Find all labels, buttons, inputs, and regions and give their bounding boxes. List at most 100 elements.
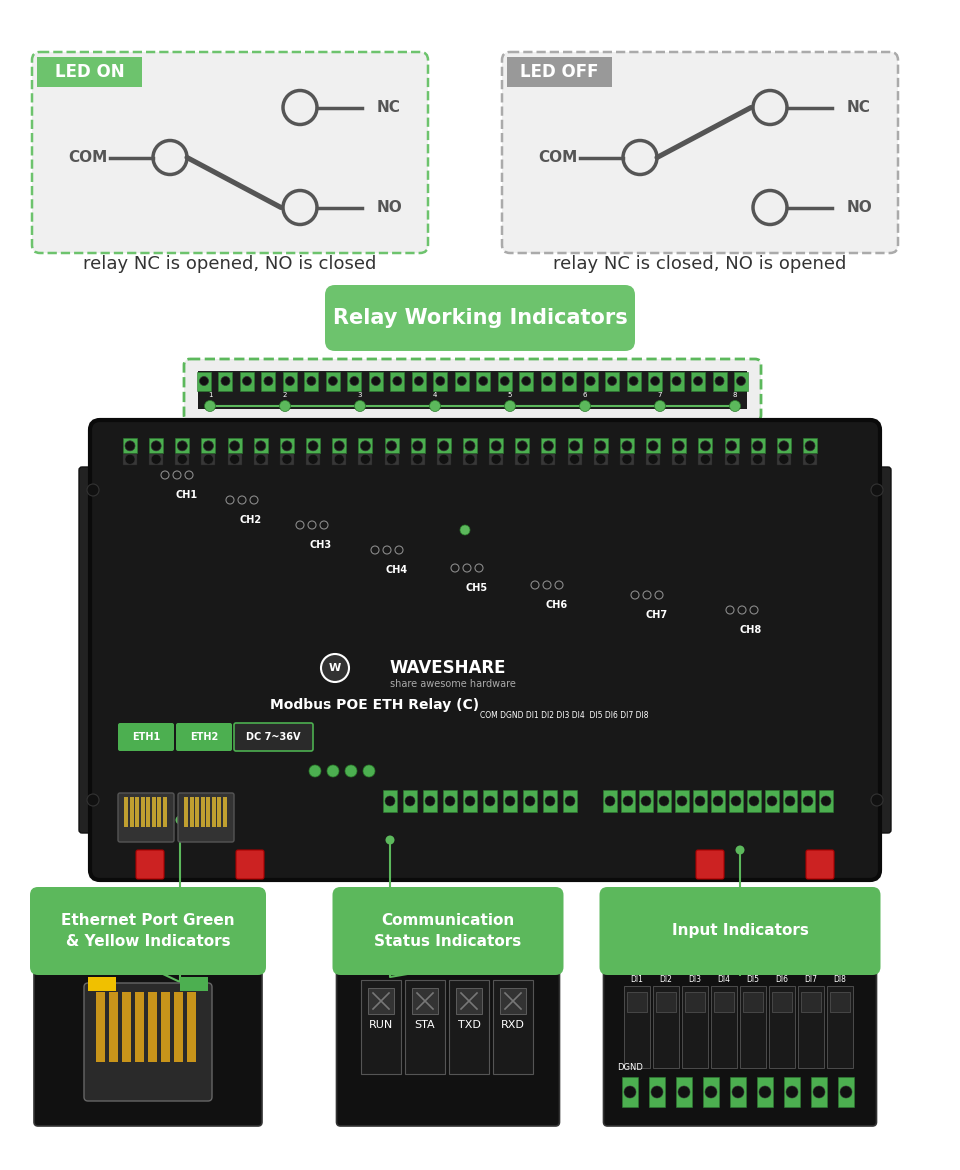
FancyBboxPatch shape <box>493 980 533 1074</box>
Circle shape <box>786 1086 798 1097</box>
Bar <box>411 454 424 464</box>
Circle shape <box>624 1086 636 1097</box>
FancyBboxPatch shape <box>769 986 795 1068</box>
Bar <box>621 790 635 812</box>
Circle shape <box>678 1086 690 1097</box>
Bar <box>567 438 582 454</box>
Circle shape <box>543 441 554 450</box>
Bar <box>747 790 761 812</box>
Bar <box>122 992 131 1062</box>
FancyBboxPatch shape <box>84 983 212 1101</box>
Circle shape <box>545 796 555 806</box>
Bar <box>594 454 608 464</box>
Text: 5: 5 <box>508 392 513 399</box>
Circle shape <box>439 454 449 464</box>
Circle shape <box>492 454 501 464</box>
Bar <box>657 790 671 812</box>
Circle shape <box>327 765 339 777</box>
Bar <box>541 454 556 464</box>
Bar <box>206 797 210 827</box>
Bar <box>639 790 653 812</box>
FancyBboxPatch shape <box>801 992 821 1012</box>
Text: 1: 1 <box>207 392 212 399</box>
Bar <box>819 790 833 812</box>
FancyBboxPatch shape <box>361 980 401 1074</box>
Bar <box>162 797 166 827</box>
Bar <box>483 790 497 812</box>
Text: W: W <box>329 663 341 673</box>
Circle shape <box>425 796 435 806</box>
Bar <box>280 438 294 454</box>
Circle shape <box>732 1086 744 1097</box>
Bar <box>189 797 194 827</box>
Circle shape <box>465 454 475 464</box>
Bar <box>202 438 215 454</box>
Bar <box>304 372 319 391</box>
Bar <box>725 454 738 464</box>
Circle shape <box>693 377 703 385</box>
Bar <box>437 454 451 464</box>
Circle shape <box>465 796 475 806</box>
Circle shape <box>387 454 396 464</box>
Bar <box>712 372 727 391</box>
FancyBboxPatch shape <box>412 987 438 1014</box>
Circle shape <box>349 377 359 385</box>
Bar <box>332 438 347 454</box>
Text: CH6: CH6 <box>545 600 567 610</box>
FancyBboxPatch shape <box>604 963 876 1126</box>
Text: DGND: DGND <box>617 1062 643 1072</box>
Bar <box>217 797 221 827</box>
Circle shape <box>753 454 762 464</box>
Circle shape <box>372 377 380 385</box>
FancyBboxPatch shape <box>332 887 564 975</box>
Bar <box>140 797 145 827</box>
Bar <box>584 372 598 391</box>
Text: COM: COM <box>539 150 578 165</box>
Text: DI4: DI4 <box>717 975 731 984</box>
FancyBboxPatch shape <box>176 723 232 751</box>
FancyBboxPatch shape <box>405 980 445 1074</box>
Circle shape <box>871 794 883 806</box>
Bar <box>184 797 188 827</box>
Circle shape <box>360 454 371 464</box>
Circle shape <box>200 377 208 385</box>
Circle shape <box>415 377 423 385</box>
Circle shape <box>439 441 449 450</box>
Circle shape <box>457 377 467 385</box>
Circle shape <box>701 454 710 464</box>
Circle shape <box>651 1086 663 1097</box>
Text: COM DGND DI1 DI2 DI3 DI4  DI5 DI6 DI7 DI8: COM DGND DI1 DI2 DI3 DI4 DI5 DI6 DI7 DI8 <box>480 710 649 720</box>
Bar <box>463 790 477 812</box>
Circle shape <box>622 441 632 450</box>
FancyBboxPatch shape <box>806 849 834 879</box>
Text: relay NC is closed, NO is opened: relay NC is closed, NO is opened <box>553 255 847 273</box>
Bar <box>198 371 747 409</box>
Circle shape <box>735 846 745 854</box>
Bar <box>497 372 512 391</box>
FancyBboxPatch shape <box>696 849 724 879</box>
Circle shape <box>505 400 516 412</box>
Text: ETH1: ETH1 <box>132 732 160 742</box>
Circle shape <box>500 377 509 385</box>
Circle shape <box>749 796 759 806</box>
Circle shape <box>543 377 552 385</box>
Circle shape <box>479 377 488 385</box>
Circle shape <box>840 1086 852 1097</box>
Text: NO: NO <box>847 200 873 215</box>
Bar <box>283 372 297 391</box>
Bar <box>152 797 156 827</box>
FancyBboxPatch shape <box>337 963 560 1126</box>
Bar <box>777 454 791 464</box>
Circle shape <box>622 454 632 464</box>
Circle shape <box>587 377 595 385</box>
Bar <box>306 438 320 454</box>
Circle shape <box>264 377 273 385</box>
Circle shape <box>125 441 135 450</box>
Circle shape <box>485 796 495 806</box>
Bar <box>228 438 242 454</box>
Circle shape <box>307 377 316 385</box>
Circle shape <box>580 400 590 412</box>
Circle shape <box>655 400 665 412</box>
Circle shape <box>517 454 527 464</box>
Circle shape <box>779 441 789 450</box>
